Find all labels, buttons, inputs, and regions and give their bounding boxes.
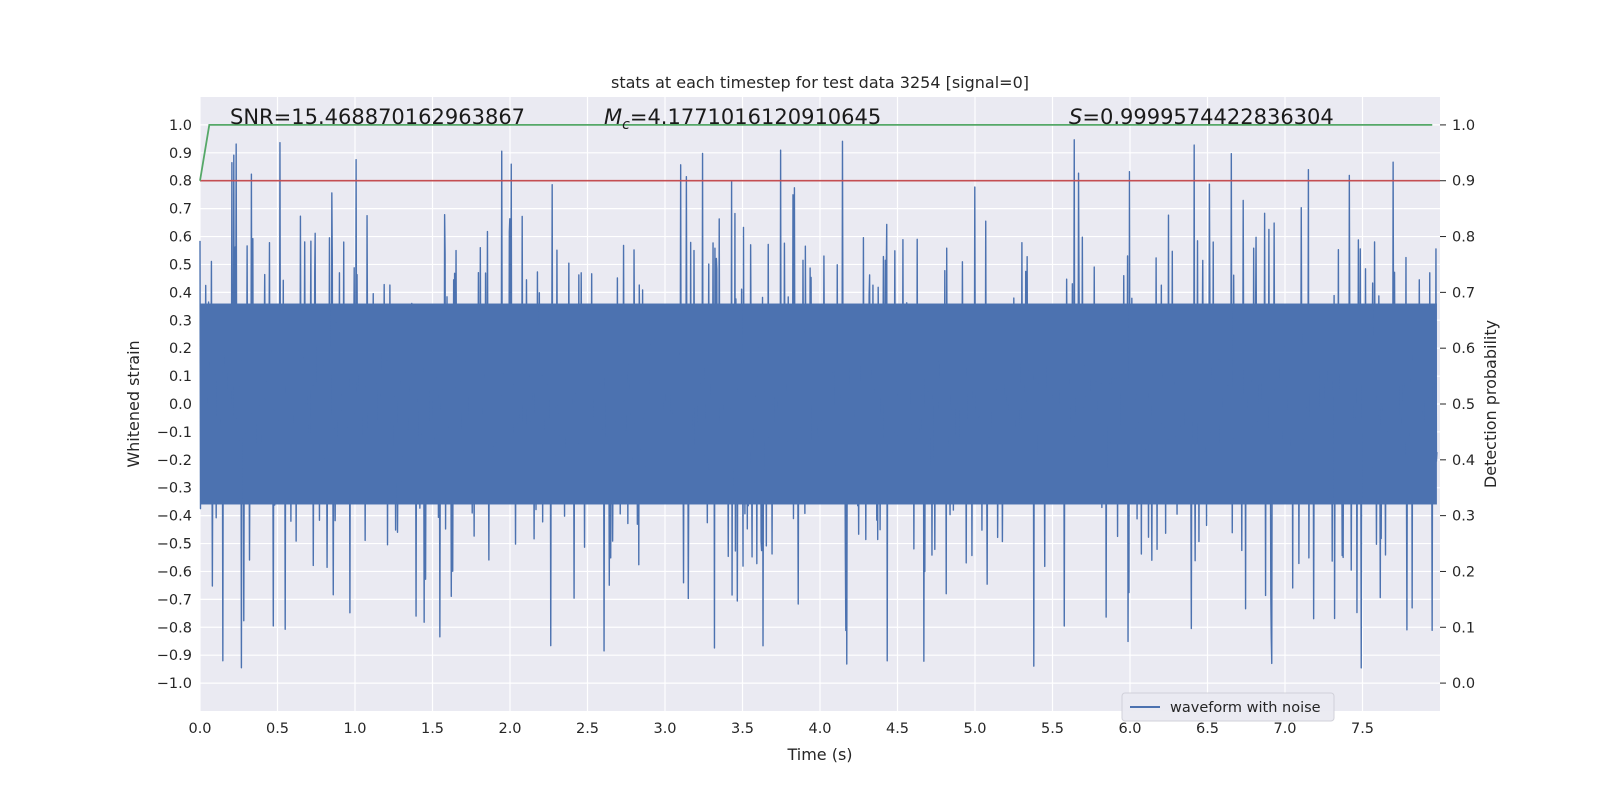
snr-prefix: SNR= bbox=[230, 105, 291, 129]
x-tick-label: 0.5 bbox=[266, 721, 289, 737]
y2-axis-label: Detection probability bbox=[1481, 320, 1500, 488]
s-value: 0.9999574422836304 bbox=[1100, 105, 1334, 129]
x-tick-label: 3.5 bbox=[731, 721, 754, 737]
y2-tick-label: 0.0 bbox=[1452, 676, 1475, 692]
x-tick-label: 5.5 bbox=[1041, 721, 1064, 737]
x-axis-label: Time (s) bbox=[786, 745, 852, 764]
legend-box bbox=[1121, 692, 1335, 722]
y-tick-label: 0.4 bbox=[169, 285, 192, 301]
chart-title: stats at each timestep for test data 325… bbox=[611, 73, 1029, 92]
legend-label: waveform with noise bbox=[1170, 700, 1321, 716]
y-tick-label: 0.6 bbox=[169, 230, 192, 246]
y-tick-label: 1.0 bbox=[169, 118, 192, 134]
x-tick-label: 7.0 bbox=[1273, 721, 1296, 737]
y2-tick-label: 0.9 bbox=[1452, 174, 1475, 190]
y2-tick-label: 1.0 bbox=[1452, 118, 1475, 134]
waveform-series bbox=[199, 139, 1438, 669]
x-tick-label: 6.5 bbox=[1196, 721, 1219, 737]
y2-tick-label: 0.7 bbox=[1452, 285, 1475, 301]
y-axis-label: Whitened strain bbox=[124, 340, 143, 467]
y-tick-label: 0.8 bbox=[169, 174, 192, 190]
y-tick-label: 0.3 bbox=[169, 313, 192, 329]
x-tick-label: 2.5 bbox=[576, 721, 599, 737]
y-tick-label: −0.2 bbox=[157, 453, 192, 469]
x-tick-label: 2.0 bbox=[498, 721, 521, 737]
probability-lines bbox=[199, 124, 1440, 182]
x-tick-label: 4.5 bbox=[886, 721, 909, 737]
mc-equals: = bbox=[630, 105, 648, 129]
y-tick-label: −0.6 bbox=[157, 564, 192, 580]
x-tick-label: 3.0 bbox=[653, 721, 676, 737]
y2-tick-label: 0.4 bbox=[1452, 453, 1475, 469]
s-symbol: S bbox=[1069, 105, 1082, 129]
y-tick-label: −0.3 bbox=[157, 481, 192, 497]
y-tick-label: 0.7 bbox=[169, 202, 192, 218]
y-tick-label: 0.0 bbox=[169, 397, 192, 413]
y2-tick-label: 0.8 bbox=[1452, 230, 1475, 246]
waveform-line bbox=[199, 139, 1438, 669]
detection-probability-line bbox=[199, 124, 1433, 181]
y-tick-label: −0.9 bbox=[157, 648, 192, 664]
y-tick-label: −1.0 bbox=[157, 676, 192, 692]
y-tick-label: 0.1 bbox=[169, 369, 192, 385]
x-tick-label: 7.5 bbox=[1351, 721, 1374, 737]
y-tick-label: −0.5 bbox=[157, 537, 192, 553]
y-tick-label: −0.7 bbox=[157, 592, 192, 608]
x-tick-label: 6.0 bbox=[1118, 721, 1141, 737]
x-tick-label: 4.0 bbox=[808, 721, 831, 737]
y-tick-label: −0.4 bbox=[157, 509, 192, 525]
y-tick-label: −0.1 bbox=[157, 425, 192, 441]
y-tick-label: 0.9 bbox=[169, 146, 192, 162]
mc-value: 4.1771016120910645 bbox=[647, 105, 881, 129]
y-tick-label: 0.5 bbox=[169, 257, 192, 273]
y-tick-label: 0.2 bbox=[169, 341, 192, 357]
y-tick-label: −0.8 bbox=[157, 620, 192, 636]
axis-layer: 1.0 0.9 0.8 0.7 0.6 0.5 0.4 0.3 0.2 0.1 0.0 −0.1 −0.… bbox=[157, 118, 1475, 737]
y2-tick-label: 0.3 bbox=[1452, 509, 1475, 525]
y2-tick-label: 0.6 bbox=[1452, 341, 1475, 357]
mc-subscript: c bbox=[622, 117, 630, 133]
x-tick-label: 1.0 bbox=[343, 721, 366, 737]
y2-tick-label: 0.1 bbox=[1452, 620, 1475, 636]
legend: waveform with noise bbox=[1121, 692, 1335, 722]
y2-tick-label: 0.5 bbox=[1452, 397, 1475, 413]
x-tick-label: 5.0 bbox=[963, 721, 986, 737]
snr-annotation: SNR=15.468870162963867 bbox=[230, 105, 525, 129]
score-annotation: S=0.9999574422836304 bbox=[1069, 105, 1334, 129]
y2-tick-label: 0.2 bbox=[1452, 564, 1475, 580]
x-tick-label: 1.5 bbox=[421, 721, 444, 737]
mc-symbol: M bbox=[604, 105, 622, 129]
x-tick-label: 0.0 bbox=[188, 721, 211, 737]
chirp-mass-annotation: Mc=4.1771016120910645 bbox=[604, 105, 881, 133]
snr-value: 15.468870162963867 bbox=[291, 105, 525, 129]
s-equals: = bbox=[1082, 105, 1100, 129]
